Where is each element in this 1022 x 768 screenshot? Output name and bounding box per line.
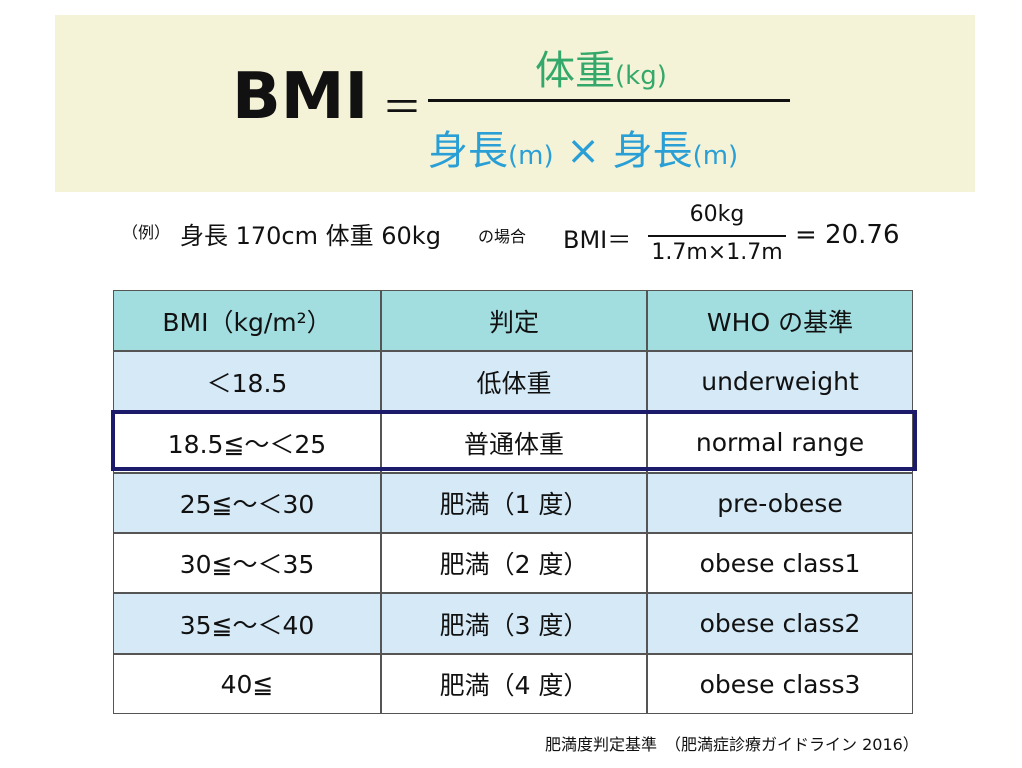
table-cell: 18.5≦～＜25: [113, 412, 381, 473]
table-cell: 肥満（3 度）: [381, 593, 647, 654]
table-cell: 低体重: [381, 351, 647, 412]
table-cell: 肥満（2 度）: [381, 533, 647, 593]
example-fraction-line: [648, 235, 786, 237]
table-cell: 肥満（4 度）: [381, 654, 647, 714]
table-cell: normal range: [647, 412, 913, 473]
table-cell: ＜18.5: [113, 351, 381, 412]
example-prefix: （例）: [122, 223, 171, 242]
table-cell: 25≦～＜30: [113, 473, 381, 533]
example-denominator: 1.7m×1.7m: [651, 240, 783, 265]
denominator-unit: (m): [692, 141, 739, 171]
table-cell: obese class1: [647, 533, 913, 593]
numerator-text: 体重: [535, 48, 615, 94]
example-suffix: の場合: [478, 227, 527, 246]
formula-lhs: BMI: [232, 60, 369, 134]
example-lhs: BMI＝: [563, 226, 632, 254]
denominator-text: 身長: [428, 128, 508, 174]
table-cell: obese class2: [647, 593, 913, 654]
example-condition: 身長 170cm 体重 60kg: [180, 222, 441, 250]
numerator-unit: (kg): [615, 61, 667, 91]
table: BMI（kg/m²） 判定 WHO の基準 ＜18.5 低体重 underweight 18…: [113, 290, 913, 714]
denominator-unit: (m): [508, 141, 554, 171]
numerator: 体重(kg): [535, 38, 667, 96]
times: ×: [566, 128, 600, 174]
formula-box: [55, 15, 975, 192]
table-cell: pre-obese: [647, 473, 913, 533]
caption: 肥満度判定基準 （肥満症診療ガイドライン 2016）: [545, 735, 919, 754]
denominator-text: 身長: [612, 128, 693, 174]
denominator: 身長(m) × 身長(m): [428, 118, 738, 176]
table-cell: 肥満（1 度）: [381, 473, 647, 533]
formula-equals: ＝: [382, 85, 422, 131]
table-cell: 30≦～＜35: [113, 533, 381, 593]
table-cell: 35≦～＜40: [113, 593, 381, 654]
table-cell: underweight: [647, 351, 913, 412]
fraction-line: [428, 99, 790, 102]
highlight-frame: [111, 410, 917, 471]
header-cell: BMI（kg/m²）: [113, 290, 381, 351]
header-cell: 判定: [381, 290, 647, 351]
table-cell: obese class3: [647, 654, 913, 714]
table-cell: 40≦: [113, 654, 381, 714]
example-numerator: 60kg: [689, 202, 745, 227]
header-cell: WHO の基準: [647, 290, 913, 351]
example-result: = 20.76: [795, 220, 900, 250]
